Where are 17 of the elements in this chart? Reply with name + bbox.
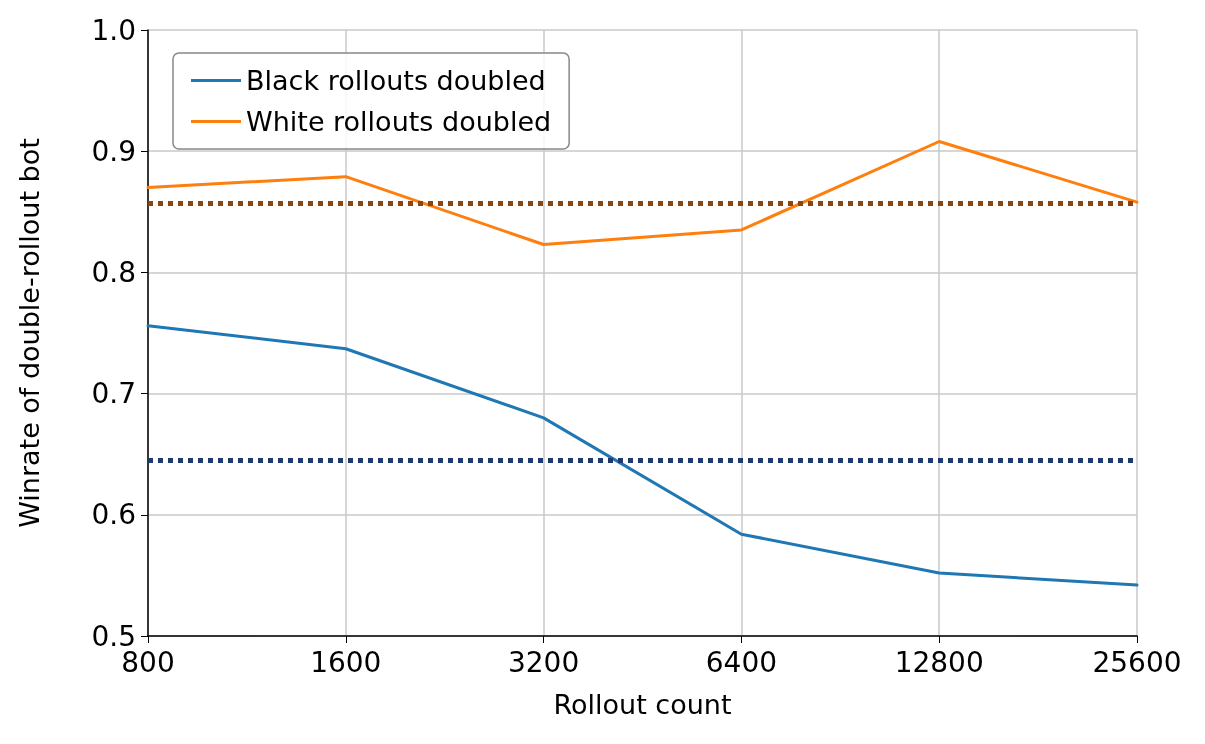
legend-label: Black rollouts doubled [246,65,546,96]
y-tick-label: 0.6 [91,498,136,532]
x-tick-label: 3200 [507,645,580,679]
x-tick-label: 800 [121,645,175,679]
legend-label: White rollouts doubled [246,106,552,137]
y-tick-label: 0.8 [91,255,136,289]
x-tick-label: 12800 [894,645,984,679]
y-axis-title: Winrate of double-rollout bot [14,138,45,528]
x-tick-label: 25600 [1092,645,1182,679]
y-tick-label: 0.7 [91,377,136,411]
line-series [146,324,1139,587]
y-tick-label: 0.9 [91,134,136,168]
y-tick-label: 1.0 [91,13,136,47]
x-tick-label: 1600 [310,645,382,679]
line-series [146,140,1139,247]
x-tick-label: 6400 [705,645,778,679]
x-axis-title: Rollout count [553,689,732,720]
